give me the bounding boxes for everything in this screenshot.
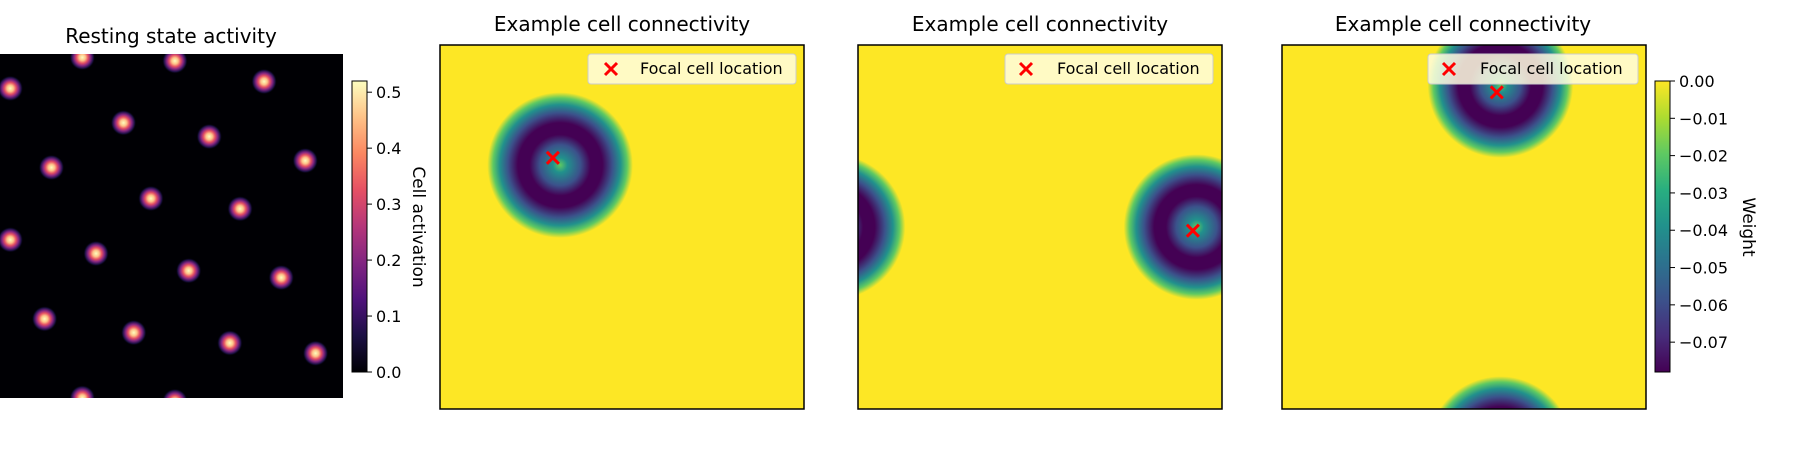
panel-title: Example cell connectivity xyxy=(912,12,1168,36)
colorbar-tick-label: −0.06 xyxy=(1679,296,1728,315)
focal-cell-marker xyxy=(1185,223,1200,238)
activity-bump xyxy=(162,388,188,398)
activity-bump xyxy=(120,319,147,346)
colorbar-tick-label: −0.04 xyxy=(1679,221,1728,240)
activity-bump xyxy=(227,195,253,222)
colorbar-gradient xyxy=(1654,80,1671,373)
weight-colorbar: 0.00−0.01−0.02−0.03−0.04−0.05−0.06−0.07 … xyxy=(1654,72,1758,373)
colorbar-tick-label: 0.5 xyxy=(376,83,401,102)
activity-bump xyxy=(216,330,243,356)
colorbar-label: Cell activation xyxy=(408,166,428,287)
axes-frame xyxy=(439,44,805,410)
legend: Focal cell location xyxy=(1427,53,1639,85)
legend-marker-icon xyxy=(1018,61,1034,77)
axes-frame xyxy=(1281,44,1647,410)
activity-bump xyxy=(302,340,329,367)
colorbar-tick-label: −0.03 xyxy=(1679,184,1728,203)
colorbar-ticks: 0.00 −0.01 −0.02 −0.03 −0.04 −0.05 −0.06 −0.07 xyxy=(1670,72,1728,352)
panel-title: Example cell connectivity xyxy=(1335,12,1591,36)
activity-bump xyxy=(31,306,58,332)
colorbar-tick-label: 0.00 xyxy=(1679,72,1715,91)
legend-box xyxy=(1004,53,1214,85)
activation-colorbar: 0.0 0.1 0.2 0.3 0.4 0.5 Cell activation xyxy=(351,80,428,382)
activity-bump xyxy=(69,54,96,71)
panel-connectivity-1: Example cell connectivity Focal cell loc… xyxy=(439,12,805,410)
colorbar-ticks: 0.0 0.1 0.2 0.3 0.4 0.5 xyxy=(367,83,401,382)
activity-bump xyxy=(175,257,202,284)
activity-bump xyxy=(0,75,24,102)
inhibition-ring xyxy=(858,158,906,296)
legend-label: Focal cell location xyxy=(1057,59,1200,78)
inhibition-ring xyxy=(1123,154,1222,300)
legend: Focal cell location xyxy=(587,53,797,85)
colorbar-tick-label: 0.2 xyxy=(376,251,401,270)
legend-label: Focal cell location xyxy=(1480,59,1623,78)
activity-bump xyxy=(69,385,96,398)
activity-bump xyxy=(196,123,223,150)
panel-title: Example cell connectivity xyxy=(494,12,750,36)
panel-resting-activity: Resting state activity 0.00.10.20.30.40.… xyxy=(0,24,428,398)
heatmap-background xyxy=(0,54,343,398)
legend: Focal cell location xyxy=(1004,53,1214,85)
activity-bump xyxy=(268,264,295,291)
activity-bump xyxy=(0,226,24,253)
colorbar-gradient xyxy=(351,80,368,373)
legend-marker-icon xyxy=(1441,61,1457,77)
legend-marker-icon xyxy=(603,61,619,77)
colorbar-tick-label: 0.4 xyxy=(376,139,401,158)
legend-label: Focal cell location xyxy=(640,59,783,78)
activity-bump xyxy=(251,68,277,95)
focal-cell-marker xyxy=(545,150,560,165)
colorbar-tick-label: −0.07 xyxy=(1679,333,1728,352)
inhibition-ring xyxy=(1439,376,1562,409)
axes-frame xyxy=(857,44,1223,410)
colorbar-tick-label: −0.01 xyxy=(1679,109,1728,128)
colorbar-tick-label: 0.0 xyxy=(376,363,401,382)
panel-title: Resting state activity xyxy=(65,24,277,48)
legend-box xyxy=(1427,53,1639,85)
activity-bump xyxy=(292,147,319,174)
panel-connectivity-3: Example cell connectivity Focal cell loc… xyxy=(1281,12,1758,410)
colorbar-label: Weight xyxy=(1738,197,1758,257)
connectivity-heatmap xyxy=(440,45,804,409)
activity-bump xyxy=(83,240,109,267)
activity-bumps xyxy=(0,54,329,398)
colorbar-tick-label: 0.3 xyxy=(376,195,401,214)
colorbar-tick-label: −0.02 xyxy=(1679,147,1728,166)
connectivity-rings xyxy=(487,92,633,238)
activity-bump xyxy=(162,54,188,74)
activity-bump xyxy=(38,154,65,181)
activity-bump xyxy=(110,109,137,136)
activity-heatmap xyxy=(0,54,343,398)
legend-box xyxy=(587,53,797,85)
colorbar-tick-label: −0.05 xyxy=(1679,259,1728,278)
activity-bump xyxy=(138,185,164,212)
connectivity-rings xyxy=(858,154,1222,300)
panel-connectivity-2: Example cell connectivity Focal cell loc… xyxy=(857,12,1223,410)
colorbar-tick-label: 0.1 xyxy=(376,307,401,326)
focal-cell-marker xyxy=(1489,85,1504,100)
inhibition-ring xyxy=(487,92,633,238)
